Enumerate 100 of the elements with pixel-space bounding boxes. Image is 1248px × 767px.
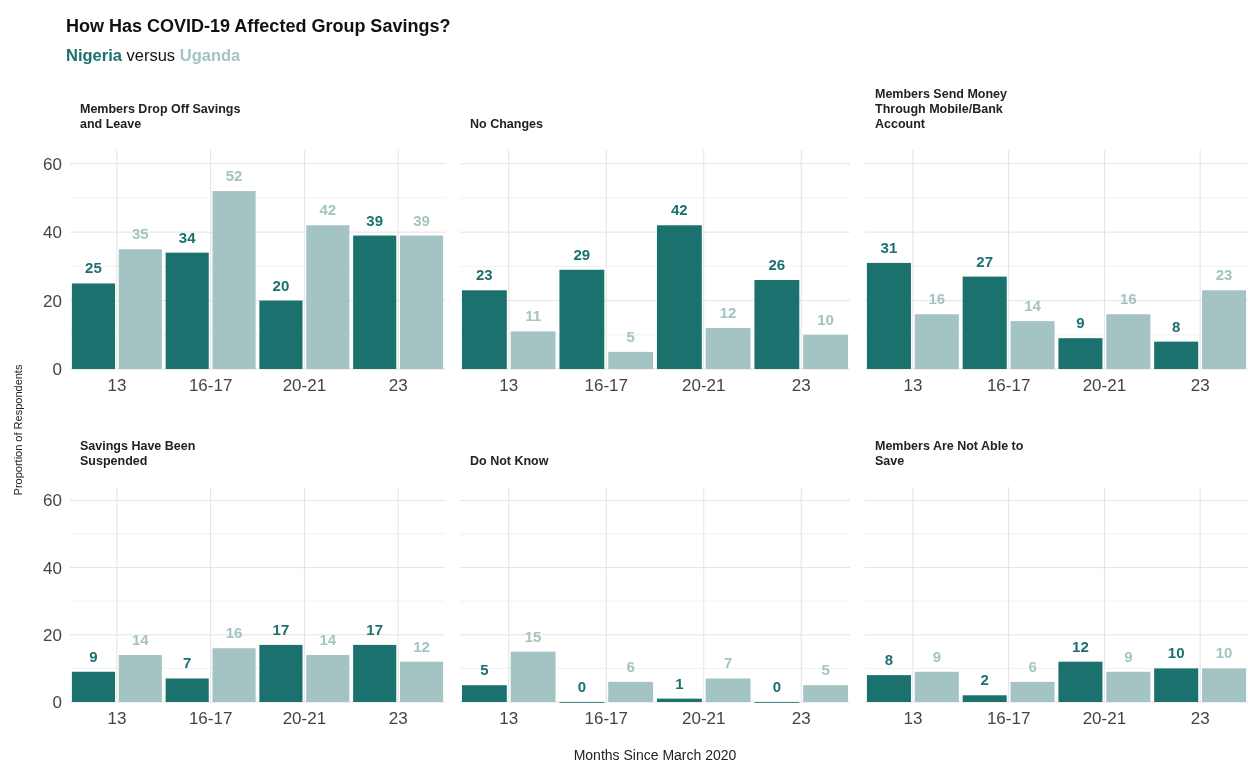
data-label: 26 (768, 256, 786, 274)
text: Nigeria (66, 46, 123, 64)
x-tick-label: 13 (499, 376, 519, 396)
x-tick-label: 23 (791, 709, 811, 729)
x-tick-label: 16-17 (584, 709, 628, 729)
bar (914, 671, 959, 702)
data-label: 31 (880, 238, 898, 256)
data-label: 16 (1119, 290, 1137, 308)
data-label: 42 (319, 201, 337, 219)
bar (306, 225, 350, 369)
data-label: 15 (524, 627, 542, 645)
data-label: 16 (928, 290, 946, 308)
data-label: 6 (1028, 657, 1037, 675)
data-label: 12 (1072, 637, 1089, 655)
y-tick-label: 60 (43, 491, 62, 511)
y-tick-label: 0 (52, 692, 62, 712)
bar (705, 678, 751, 702)
bar (510, 651, 556, 702)
data-label: 1 (675, 674, 684, 692)
bar (259, 644, 303, 702)
bar (656, 225, 702, 369)
bar (510, 331, 556, 369)
data-label: 5 (626, 327, 635, 345)
x-tick-label: 20-21 (282, 376, 327, 396)
data-label: 39 (413, 211, 430, 229)
text: versus (121, 46, 180, 64)
chart-title: Do Not Know (470, 454, 549, 468)
bar (608, 351, 654, 369)
data-label: 10 (817, 310, 834, 328)
text: How Has COVID-19 Affected Group Savings? (66, 16, 451, 36)
chart-title: Members Are Not Able to Save (875, 439, 1024, 468)
x-tick-label: 20-21 (282, 709, 327, 729)
data-label: 14 (131, 630, 150, 648)
bar (212, 648, 256, 702)
bar (962, 276, 1007, 369)
bar (400, 661, 444, 702)
chart-title: No Changes (470, 117, 543, 131)
x-tick-label: 13 (107, 376, 127, 396)
x-tick-label: 16-17 (986, 376, 1031, 396)
bar (400, 235, 444, 369)
x-tick-label: 13 (903, 709, 923, 729)
data-label: 29 (573, 245, 591, 263)
data-label: 6 (626, 657, 635, 675)
data-label: 9 (1124, 647, 1133, 665)
y-tick-label: 20 (43, 291, 62, 311)
bar (962, 695, 1007, 702)
data-label: 9 (932, 647, 941, 665)
data-label: 5 (480, 661, 489, 679)
data-label: 0 (577, 678, 587, 695)
chart-title: Savings Have Been Suspended (80, 439, 196, 468)
bar (165, 252, 209, 369)
bar (1106, 314, 1151, 369)
bar (1202, 668, 1247, 702)
x-tick-label: 23 (1190, 376, 1210, 396)
bar (306, 654, 350, 702)
bar (1010, 681, 1055, 702)
data-label: 35 (131, 225, 149, 243)
data-label: 9 (1076, 314, 1085, 332)
data-label: 16 (225, 624, 243, 642)
data-label: 5 (821, 661, 830, 679)
x-tick-label: 23 (1190, 709, 1210, 729)
bar (461, 685, 507, 702)
data-label: 42 (671, 201, 688, 219)
bar (118, 654, 162, 702)
y-tick-label: 0 (52, 359, 62, 379)
x-tick-label: 20-21 (1082, 376, 1127, 396)
bar (1058, 338, 1103, 369)
bar (71, 283, 115, 369)
bar (118, 249, 162, 369)
data-label: 23 (476, 266, 493, 284)
bar (866, 262, 911, 369)
bar (1154, 668, 1199, 702)
bar (71, 671, 115, 702)
y-axis-title: Proportion of Respondents (12, 364, 24, 496)
bar (1106, 671, 1151, 702)
chart-title: Members Send Money Through Mobile/Bank Account (875, 87, 1008, 131)
x-tick-label: 20-21 (1082, 709, 1127, 729)
bar (754, 280, 800, 369)
data-label: 7 (183, 654, 192, 672)
bar (803, 334, 849, 369)
data-label: 34 (178, 228, 197, 246)
bar (1154, 341, 1199, 369)
bar (914, 314, 959, 369)
bar (803, 685, 849, 702)
bar (165, 678, 209, 702)
y-tick-label: 60 (43, 154, 62, 174)
data-label: 27 (976, 252, 994, 270)
data-label: 10 (1215, 644, 1233, 662)
data-label: 23 (1215, 266, 1233, 284)
data-label: 8 (1172, 317, 1181, 335)
chart-title: Members Drop Off Savings and Leave (80, 102, 241, 131)
bar (705, 327, 751, 369)
x-tick-label: 23 (388, 376, 408, 396)
data-label: 12 (719, 303, 737, 321)
data-label: 14 (319, 630, 337, 648)
bar (1010, 321, 1055, 369)
x-tick-label: 13 (903, 376, 923, 396)
y-tick-label: 20 (43, 625, 62, 645)
data-label: 17 (272, 620, 290, 638)
x-tick-label: 13 (499, 709, 519, 729)
